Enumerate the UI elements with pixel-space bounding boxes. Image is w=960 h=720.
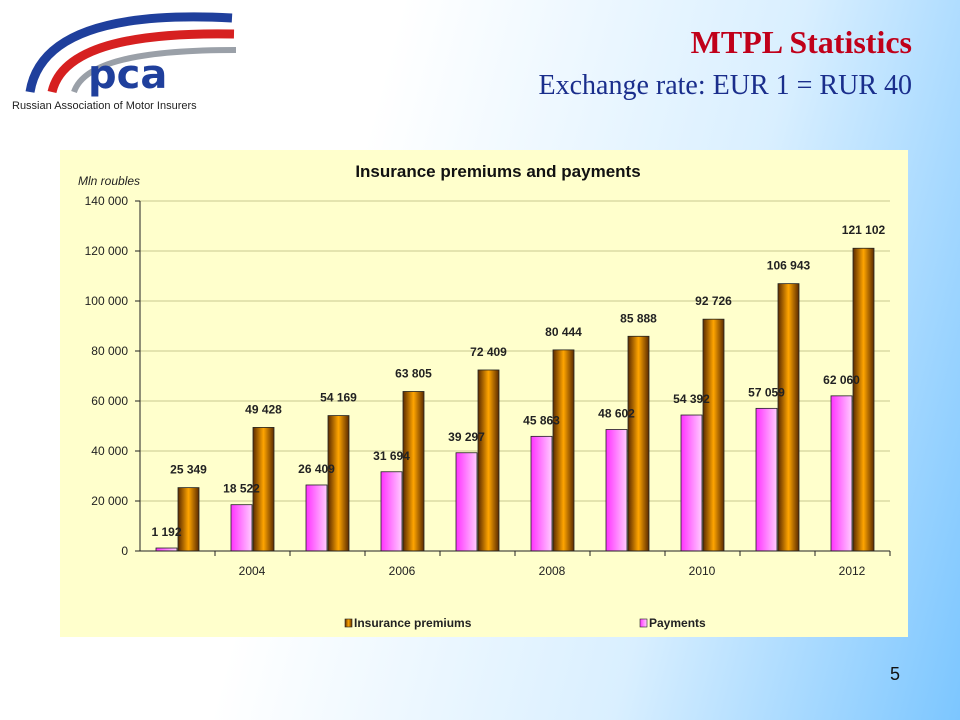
payments-bar	[530, 435, 553, 552]
payments-data-label: 48 602	[598, 406, 635, 420]
premiums-bar	[327, 415, 350, 552]
chart-title: Insurance premiums and payments	[355, 162, 640, 181]
logo-area: рса Russian Association of Motor Insurer…	[0, 0, 268, 118]
payments-bar	[455, 452, 478, 552]
premiums-data-label: 25 349	[170, 463, 207, 477]
x-tick-label: 2004	[239, 564, 266, 578]
premiums-bar	[402, 391, 425, 552]
chart-panel: Insurance premiums and payments Mln roub…	[60, 150, 908, 637]
premiums-data-label: 121 102	[842, 223, 886, 237]
y-tick-label: 80 000	[91, 344, 128, 358]
legend-swatch	[639, 618, 648, 628]
payments-bar	[305, 484, 328, 552]
x-tick-label: 2006	[389, 564, 416, 578]
payments-data-label: 1 192	[151, 525, 181, 539]
page-number: 5	[890, 664, 901, 684]
payments-bar	[380, 471, 403, 552]
x-tick-label: 2008	[539, 564, 566, 578]
bar-chart: Insurance premiums and payments Mln roub…	[78, 162, 891, 630]
y-tick-label: 20 000	[91, 494, 128, 508]
premiums-data-label: 106 943	[767, 259, 811, 273]
payments-bar	[755, 407, 778, 552]
premiums-bar	[552, 349, 575, 552]
premiums-bar	[627, 335, 650, 552]
legend-label: Insurance premiums	[354, 616, 472, 630]
y-tick-label: 120 000	[85, 244, 129, 258]
premiums-bar	[177, 487, 200, 552]
payments-data-label: 57 059	[748, 385, 785, 399]
payments-data-label: 31 694	[373, 449, 410, 463]
premiums-data-label: 49 428	[245, 402, 282, 416]
rsa-logo-icon: рса	[25, 12, 237, 98]
premiums-data-label: 54 169	[320, 391, 357, 405]
premiums-bar	[477, 369, 500, 552]
y-tick-label: 140 000	[85, 194, 129, 208]
payments-bar	[230, 504, 253, 552]
payments-data-label: 18 522	[223, 482, 260, 496]
payments-bar	[680, 414, 703, 552]
premiums-data-label: 80 444	[545, 325, 582, 339]
premiums-bar	[852, 247, 875, 552]
premiums-bar	[702, 318, 725, 552]
page-title: MTPL Statistics	[690, 24, 912, 60]
payments-data-label: 45 863	[523, 413, 560, 427]
premiums-data-label: 72 409	[470, 345, 507, 359]
y-tick-label: 40 000	[91, 444, 128, 458]
page-subtitle: Exchange rate: EUR 1 = RUR 40	[538, 70, 913, 101]
premiums-bar	[777, 283, 800, 552]
org-name: Russian Association of Motor Insurers	[12, 100, 197, 112]
x-tick-label: 2012	[839, 564, 866, 578]
payments-bar	[830, 395, 853, 552]
payments-data-label: 62 060	[823, 373, 860, 387]
y-tick-label: 60 000	[91, 394, 128, 408]
premiums-data-label: 63 805	[395, 366, 432, 380]
premiums-data-label: 85 888	[620, 311, 657, 325]
premiums-data-label: 92 726	[695, 294, 732, 308]
legend-label: Payments	[649, 616, 706, 630]
legend-swatch	[344, 618, 353, 628]
y-tick-label: 100 000	[85, 294, 129, 308]
payments-data-label: 54 392	[673, 392, 710, 406]
payments-data-label: 26 409	[298, 462, 335, 476]
y-tick-label: 0	[121, 544, 128, 558]
payments-data-label: 39 297	[448, 430, 485, 444]
payments-bar	[605, 429, 628, 552]
logo-text: рса	[88, 52, 167, 98]
y-axis-label: Mln roubles	[78, 174, 140, 188]
x-tick-label: 2010	[689, 564, 716, 578]
